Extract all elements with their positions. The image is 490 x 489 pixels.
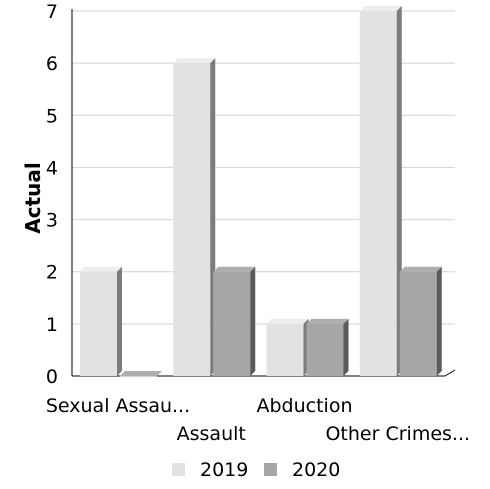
legend-swatch bbox=[264, 463, 277, 476]
x-axis-depth-edge bbox=[444, 369, 456, 377]
bar-2020-2 bbox=[306, 318, 349, 376]
legend-label: 2020 bbox=[292, 459, 340, 481]
y-tick-label: 6 bbox=[46, 53, 58, 75]
y-tick-label: 3 bbox=[46, 210, 58, 232]
y-axis-label: Actual bbox=[21, 162, 45, 233]
y-tick-labels: 0 1 2 3 4 5 6 7 bbox=[46, 1, 58, 388]
x-tick-label: Other Crimes... bbox=[325, 423, 470, 445]
y-tick-label: 1 bbox=[46, 314, 58, 336]
bar-2020-0 bbox=[120, 371, 162, 377]
bar-2020-3 bbox=[399, 266, 442, 376]
bar-2019-1 bbox=[173, 58, 216, 377]
legend-swatch bbox=[172, 463, 185, 476]
bar-2019-0 bbox=[80, 266, 122, 376]
bar-2020-1 bbox=[213, 266, 256, 376]
y-tick-label: 2 bbox=[46, 262, 58, 284]
x-tick-labels: Sexual Assau... Assault Abduction Other Cri… bbox=[46, 395, 470, 445]
legend-item-2019: 2019 bbox=[172, 459, 248, 481]
gridlines bbox=[72, 10, 455, 325]
x-tick-label: Sexual Assau... bbox=[46, 395, 190, 417]
y-tick-label: 7 bbox=[46, 1, 58, 23]
legend: 2019 2020 bbox=[172, 459, 340, 481]
legend-item-2020: 2020 bbox=[264, 459, 340, 481]
legend-label: 2019 bbox=[200, 459, 248, 481]
y-tick-label: 0 bbox=[46, 366, 58, 388]
y-tick-label: 4 bbox=[46, 157, 58, 179]
y-tick-label: 5 bbox=[46, 105, 58, 127]
bar-2019-2 bbox=[266, 318, 309, 376]
bars bbox=[80, 6, 442, 377]
bar-2019-3 bbox=[359, 6, 402, 376]
x-tick-label: Abduction bbox=[256, 395, 352, 417]
x-tick-label: Assault bbox=[177, 423, 246, 445]
